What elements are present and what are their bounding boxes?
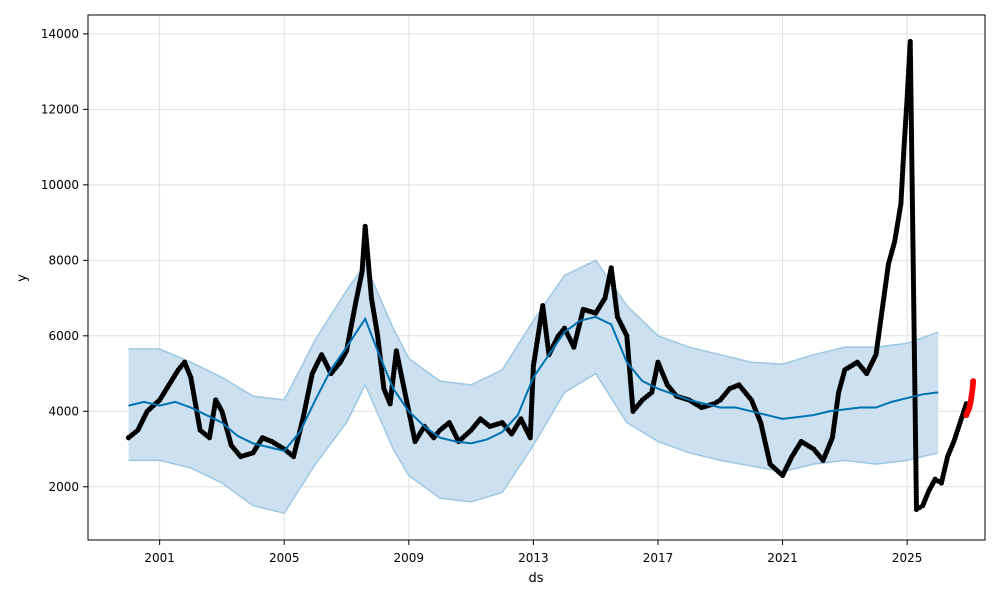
- y-axis-ticks: 2000 4000 6000 8000 10000 12000 14000: [41, 27, 88, 494]
- x-tick-label: 2025: [892, 551, 923, 565]
- y-axis-label: y: [15, 274, 30, 282]
- uncertainty-upper-edge: [128, 259, 939, 401]
- y-tick-label: 12000: [41, 102, 79, 116]
- y-tick-label: 14000: [41, 27, 79, 41]
- y-tick-label: 10000: [41, 178, 79, 192]
- forecast-line: [128, 315, 939, 453]
- x-tick-label: 2009: [394, 551, 425, 565]
- plot-frame: [87, 14, 986, 541]
- observed-points: [125, 38, 969, 513]
- recent-point: [970, 378, 977, 385]
- y-tick-label: 8000: [48, 253, 79, 267]
- y-tick-label: 6000: [48, 329, 79, 343]
- y-tick-label: 4000: [48, 404, 79, 418]
- x-tick-label: 2005: [269, 551, 300, 565]
- recent-points: [963, 378, 977, 419]
- x-tick-label: 2021: [767, 551, 798, 565]
- y-tick-label: 2000: [48, 480, 79, 494]
- uncertainty-lower-edge: [128, 372, 939, 515]
- x-tick-label: 2001: [144, 551, 175, 565]
- x-tick-label: 2017: [643, 551, 674, 565]
- x-tick-label: 2013: [518, 551, 549, 565]
- x-axis-label: ds: [528, 571, 543, 586]
- x-axis-ticks: 2001 2005 2009 2013 2017 2021 2025: [144, 540, 922, 565]
- grid-lines: [88, 15, 985, 540]
